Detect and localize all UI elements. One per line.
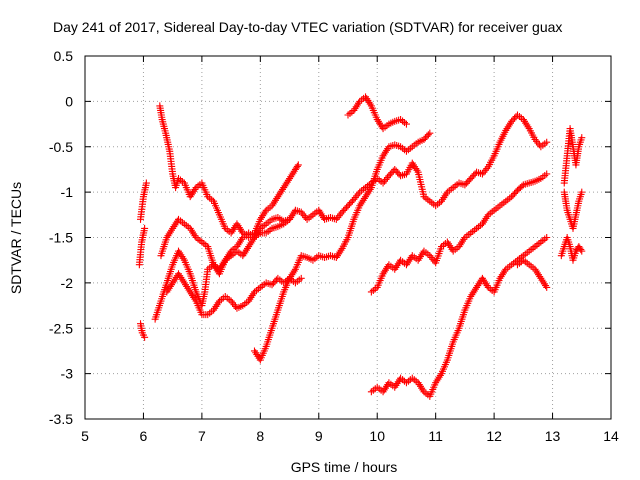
data-point — [543, 234, 551, 241]
data-point — [294, 161, 302, 169]
x-tick-label: 11 — [428, 428, 443, 444]
data-point — [578, 188, 586, 196]
x-tick-label: 8 — [256, 428, 264, 444]
data-point — [511, 114, 519, 122]
data-point — [421, 134, 429, 142]
data-point — [467, 175, 475, 183]
data-point — [341, 205, 349, 213]
data-point — [402, 120, 410, 128]
data-point — [268, 281, 276, 289]
data-point — [509, 116, 517, 124]
data-point — [424, 131, 432, 139]
y-tick-label: 0 — [65, 93, 73, 109]
data-point — [392, 167, 400, 175]
data-point — [141, 333, 149, 341]
x-tick-label: 10 — [369, 428, 385, 444]
data-point — [343, 203, 351, 211]
data-point — [344, 202, 352, 210]
data-point — [142, 179, 150, 187]
y-tick-label: -1 — [61, 184, 74, 200]
y-tick-label: 0.5 — [54, 48, 74, 64]
y-tick-label: -2 — [61, 275, 74, 291]
data-point — [461, 181, 469, 189]
data-point — [271, 278, 279, 286]
data-point — [348, 197, 356, 205]
x-tick-label: 14 — [603, 428, 619, 444]
x-tick-label: 6 — [140, 428, 148, 444]
data-point — [470, 171, 478, 179]
x-tick-label: 9 — [315, 428, 323, 444]
x-tick-label: 12 — [486, 428, 502, 444]
chart-title: Day 241 of 2017, Sidereal Day-to-day VTE… — [53, 19, 562, 35]
data-point — [426, 129, 434, 137]
data-point — [386, 170, 394, 178]
data-point — [338, 208, 346, 216]
y-tick-label: -3 — [61, 366, 74, 382]
data-point — [508, 117, 516, 125]
data-point — [141, 224, 149, 232]
data-point — [512, 188, 520, 196]
data-point — [345, 200, 353, 208]
y-tick-label: -3.5 — [49, 411, 73, 427]
data-point — [465, 176, 473, 184]
data-point — [509, 191, 517, 199]
data-point — [464, 178, 472, 186]
x-tick-label: 13 — [545, 428, 561, 444]
x-tick-label: 5 — [81, 428, 89, 444]
data-points — [135, 93, 586, 400]
data-point — [347, 199, 355, 207]
data-point — [388, 169, 396, 177]
data-point — [578, 247, 586, 255]
y-tick-label: -1.5 — [49, 230, 73, 246]
data-point — [340, 207, 348, 215]
data-point — [286, 215, 294, 223]
data-point — [269, 279, 277, 287]
y-axis-label: SDTVAR / TECUs — [8, 182, 24, 294]
axes: 5 6 7 8 9 10 11 12 13 14 -3.5 -3 -2.5 -2 -1.5 -1 -0.5 0 0.… — [49, 48, 619, 444]
data-point — [297, 274, 305, 282]
data-point — [423, 132, 431, 140]
x-tick-label: 7 — [198, 428, 206, 444]
y-tick-label: -0.5 — [49, 139, 73, 155]
data-point — [508, 193, 516, 201]
data-point — [394, 169, 402, 177]
data-point — [543, 170, 551, 178]
data-point — [543, 283, 551, 291]
data-point — [543, 138, 551, 146]
data-point — [578, 134, 586, 142]
x-axis-label: GPS time / hours — [291, 459, 398, 475]
data-point — [468, 173, 476, 181]
data-point — [420, 135, 428, 143]
data-point — [293, 162, 301, 170]
data-point — [462, 179, 470, 187]
data-point — [511, 189, 519, 197]
data-point — [391, 165, 399, 173]
data-point — [577, 246, 585, 254]
data-point — [385, 172, 393, 180]
y-tick-label: -2.5 — [49, 320, 73, 336]
